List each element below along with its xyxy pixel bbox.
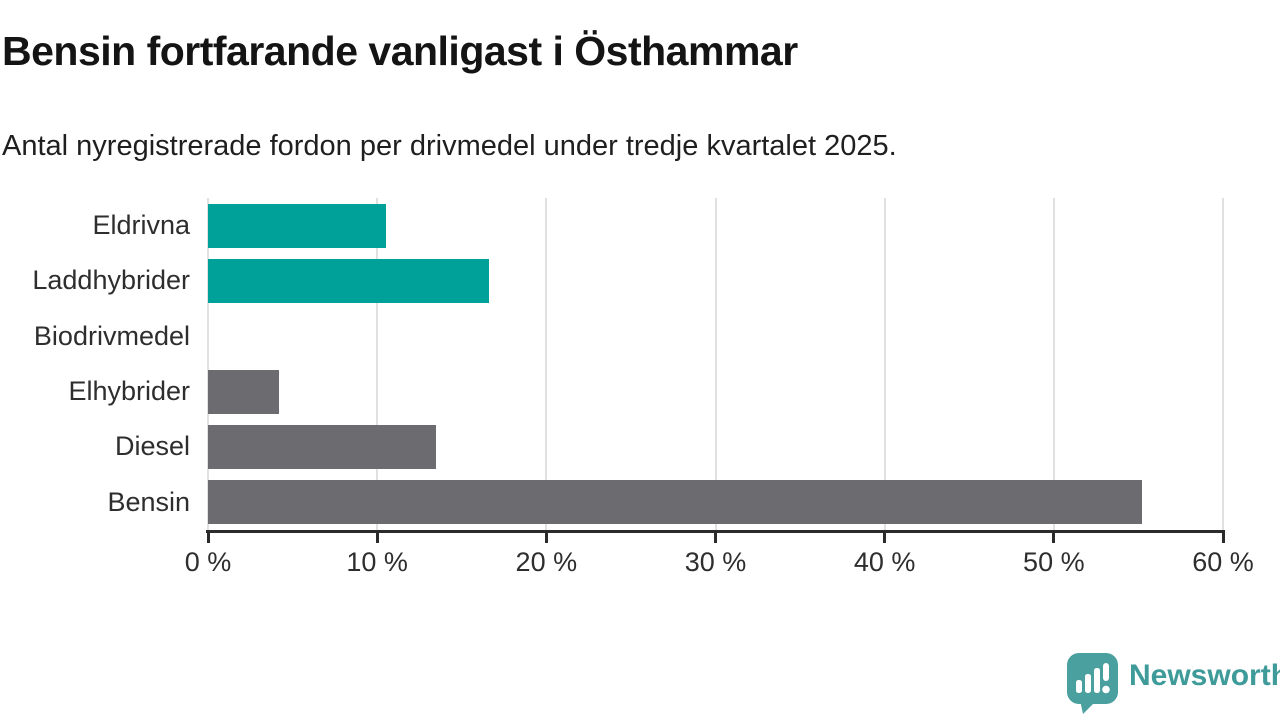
x-tick-mark-10 bbox=[375, 530, 379, 543]
bar-eldrivna bbox=[208, 203, 386, 248]
x-tick-label-30: 30 % bbox=[684, 547, 747, 577]
brand-logo: Newsworthy bbox=[1066, 652, 1280, 714]
category-label-bensin: Bensin bbox=[107, 486, 190, 517]
plot-area bbox=[207, 198, 1224, 530]
x-tick-label-10: 10 % bbox=[346, 547, 408, 577]
x-tick-mark-20 bbox=[544, 530, 548, 543]
gridline-60 bbox=[1222, 198, 1224, 530]
chart-title: Bensin fortfarande vanligast i Östhammar bbox=[2, 28, 798, 74]
category-label-laddhybrider: Laddhybrider bbox=[32, 265, 190, 296]
x-tick-mark-60 bbox=[1221, 530, 1225, 543]
category-label-eldrivna: Eldrivna bbox=[92, 210, 190, 241]
x-tick-label-50: 50 % bbox=[1023, 547, 1085, 577]
bar-laddhybrider bbox=[208, 259, 489, 303]
x-tick-mark-40 bbox=[883, 530, 887, 543]
y-axis-category-labels: Eldrivna Laddhybrider Biodrivmedel Elhybrid… bbox=[0, 198, 190, 530]
x-tick-label-60: 60 % bbox=[1192, 547, 1254, 577]
x-tick-label-20: 20 % bbox=[515, 547, 578, 577]
bar-diesel bbox=[208, 425, 437, 469]
bar-bensin bbox=[208, 480, 1142, 525]
chart-subtitle: Antal nyregistrerade fordon per drivmede… bbox=[2, 130, 897, 162]
newsworthy-logo-icon bbox=[1067, 653, 1118, 714]
category-label-diesel: Diesel bbox=[114, 431, 190, 462]
gridline-20 bbox=[545, 198, 548, 530]
gridline-30 bbox=[714, 198, 717, 530]
gridline-50 bbox=[1052, 198, 1055, 530]
bar-elhybrider bbox=[208, 369, 280, 414]
gridline-10 bbox=[376, 198, 379, 530]
brand-name: Newsworthy bbox=[1129, 659, 1280, 692]
x-tick-label-0: 0 % bbox=[184, 547, 232, 577]
x-tick-mark-0 bbox=[206, 530, 210, 543]
x-tick-mark-50 bbox=[1052, 530, 1056, 543]
category-label-elhybrider: Elhybrider bbox=[68, 376, 190, 407]
x-tick-label-40: 40 % bbox=[853, 547, 916, 577]
gridline-0 bbox=[207, 198, 209, 530]
x-tick-mark-30 bbox=[714, 530, 717, 543]
category-label-biodrivmedel: Biodrivmedel bbox=[33, 320, 190, 351]
gridline-40 bbox=[883, 198, 886, 530]
